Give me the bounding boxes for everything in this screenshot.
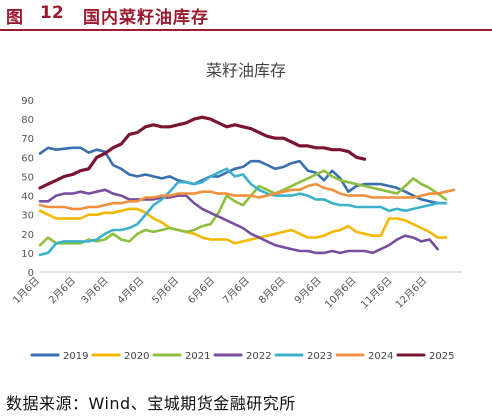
y-tick-label: 10: [21, 249, 34, 260]
series-line-2025: [38, 115, 367, 190]
series-lines: [38, 115, 456, 257]
x-tick-label: 1月6日: [10, 275, 42, 307]
header-divider: [0, 29, 492, 31]
y-tick-label: 50: [21, 172, 34, 183]
y-tick-label: 30: [21, 211, 34, 222]
x-tick-label: 8月6日: [256, 275, 288, 307]
series-line-2022: [38, 188, 440, 255]
x-tick-label: 2月6日: [46, 275, 78, 307]
legend-label-2022: 2022: [246, 351, 271, 362]
figure-title: 国内菜籽油库存: [83, 8, 209, 28]
x-tick-label: 6月6日: [186, 275, 218, 307]
legend-label-2024: 2024: [368, 351, 393, 362]
x-tick-label: 11月6日: [358, 275, 394, 311]
figure-number: 12: [40, 3, 64, 23]
series-line-2023: [38, 167, 448, 257]
x-axis: 1月6日 2月6日 3月6日 4月6日 5月6日 6月6日 7月6日 8月6日 9月6日 10月6…: [10, 271, 462, 311]
figure-label: 图: [6, 8, 24, 28]
x-tick-label: 10月6日: [322, 275, 358, 311]
y-tick-label: 40: [21, 192, 34, 203]
x-tick-label: 5月6日: [150, 275, 182, 307]
y-tick-label: 60: [21, 153, 34, 164]
series-line-2021: [38, 169, 448, 247]
y-tick-label: 0: [28, 268, 34, 279]
x-tick-label: 9月6日: [292, 275, 324, 307]
x-tick-label: 12月6日: [393, 275, 429, 311]
x-tick-label: 4月6日: [115, 275, 147, 307]
y-tick-label: 90: [21, 96, 34, 107]
x-tick-label: 3月6日: [79, 275, 111, 307]
y-tick-label: 80: [21, 115, 34, 126]
series-line-2024: [38, 182, 456, 211]
legend-label-2019: 2019: [63, 351, 88, 362]
y-tick-label: 20: [21, 230, 34, 241]
y-axis: 0 10 20 30 40 50 60 70 80 90: [21, 96, 34, 279]
legend: 2019 2020 2021 2022 2023 2024 2025: [30, 351, 454, 362]
series-line-2019: [38, 146, 448, 205]
legend-label-2025: 2025: [429, 351, 454, 362]
y-tick-label: 70: [21, 134, 34, 145]
chart-title: 菜籽油库存: [206, 61, 286, 80]
stock-line-chart: 菜籽油库存 0 10 20 30 40 50 60 70 80 90 1月6日 2月6日 3月6日 4月…: [10, 61, 462, 362]
legend-label-2023: 2023: [307, 351, 332, 362]
source-note: 数据来源：Wind、宝城期货金融研究所: [6, 394, 296, 413]
figure-header: 图 12 国内菜籽油库存: [0, 0, 492, 31]
series-line-2020: [38, 207, 448, 245]
legend-label-2021: 2021: [185, 351, 210, 362]
x-tick-label: 7月6日: [220, 275, 252, 307]
legend-label-2020: 2020: [124, 351, 149, 362]
